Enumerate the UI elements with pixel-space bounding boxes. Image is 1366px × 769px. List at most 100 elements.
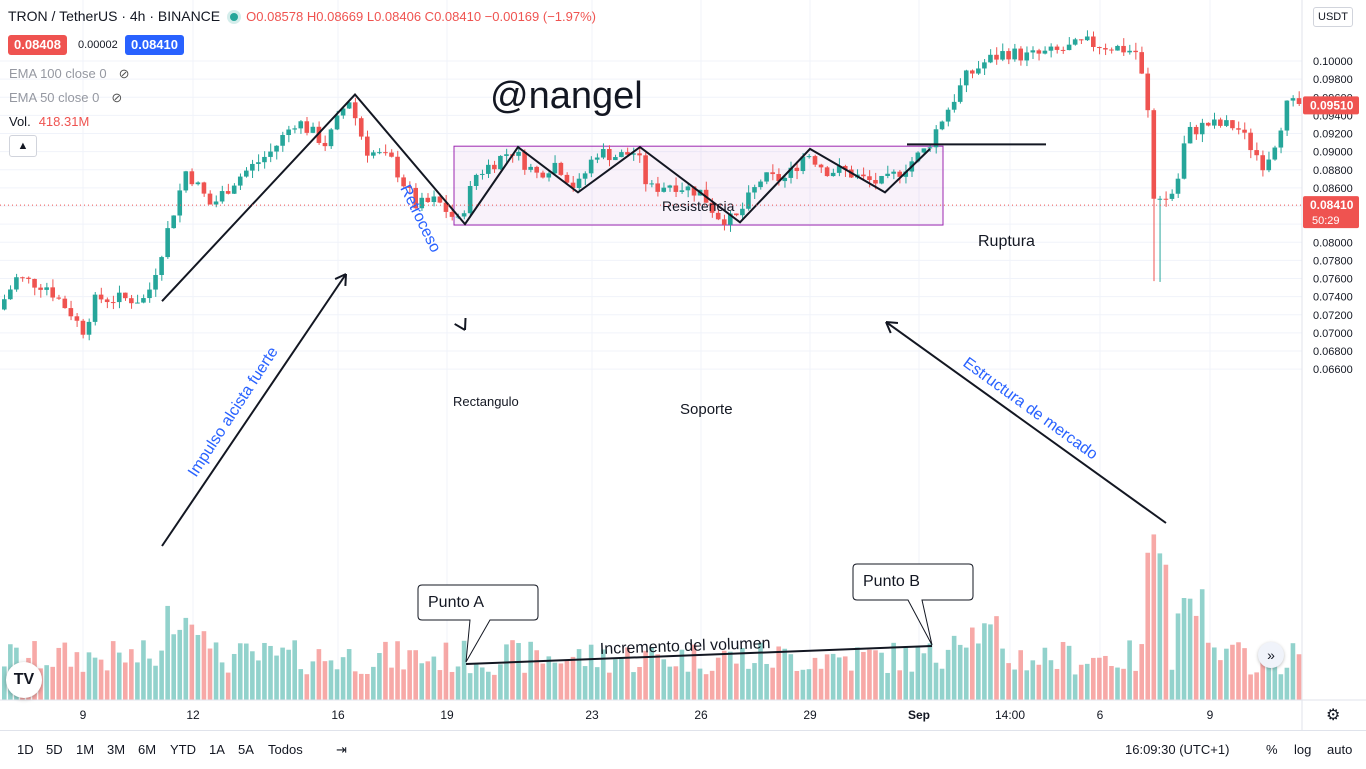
point-a-callout xyxy=(417,584,539,663)
candle-body xyxy=(643,155,648,185)
candle-body xyxy=(1260,155,1265,171)
volume-bar xyxy=(1248,674,1253,700)
candle-body xyxy=(231,185,237,194)
candle-body xyxy=(250,163,255,171)
range-todos[interactable]: Todos xyxy=(268,742,303,757)
collapse-legend-button[interactable]: ▲ xyxy=(9,135,37,157)
indicator-ema50[interactable]: EMA 50 close 0 ⊘ xyxy=(9,90,122,106)
volume-bar xyxy=(691,644,697,700)
range-1m[interactable]: 1M xyxy=(76,742,95,757)
price-tick-label: 0.07600 xyxy=(1313,274,1353,286)
volume-bar xyxy=(613,659,618,700)
volume-bar xyxy=(1272,657,1278,700)
tradingview-logo[interactable]: TV xyxy=(6,662,42,698)
volume-bar xyxy=(1193,615,1199,700)
volume-bar xyxy=(758,642,763,700)
price-tick-label: 0.09200 xyxy=(1313,129,1353,141)
eye-hidden-icon[interactable]: ⊘ xyxy=(111,90,123,105)
candle-body xyxy=(431,196,437,203)
candle-body xyxy=(600,149,606,158)
candle-body xyxy=(123,292,128,299)
candle-body xyxy=(685,186,691,191)
volume-bar xyxy=(1006,663,1011,700)
volume-bar xyxy=(237,643,243,700)
candle-body xyxy=(316,126,322,143)
watermark: @nangel xyxy=(490,75,643,117)
candle-body xyxy=(207,193,213,205)
volume-bar xyxy=(207,648,213,700)
volume-bar xyxy=(365,673,370,700)
volume-bar xyxy=(921,653,927,700)
volume-bar xyxy=(1042,647,1048,700)
candle-body xyxy=(1036,50,1042,54)
price-chart[interactable]: Punto A Punto B @nangel Impulso alcista fue… xyxy=(0,0,1366,730)
goto-date-icon[interactable]: ⇥ xyxy=(336,742,347,757)
volume-bar xyxy=(764,663,769,700)
sell-price-button[interactable]: 0.08408 xyxy=(8,35,67,55)
impulse-arrow xyxy=(161,273,347,547)
scroll-to-realtime-button[interactable]: » xyxy=(1258,642,1284,668)
volume-bar xyxy=(1296,654,1302,700)
candle-body xyxy=(637,153,642,156)
volume-bar xyxy=(1205,642,1211,700)
range-1d[interactable]: 1D xyxy=(17,742,34,757)
candle-body xyxy=(1121,45,1126,53)
volume-bar xyxy=(982,623,987,700)
volume-bar xyxy=(945,649,951,700)
candle-body xyxy=(32,278,37,288)
range-6m[interactable]: 6M xyxy=(138,742,157,757)
volume-bar xyxy=(1187,598,1193,700)
symbol-title[interactable]: TRON / TetherUS · 4h · BINANCE xyxy=(8,8,221,24)
candle-body xyxy=(842,165,848,170)
auto-button[interactable]: auto xyxy=(1327,742,1353,757)
candle-body xyxy=(92,294,98,322)
percent-button[interactable]: % xyxy=(1266,742,1278,757)
candle-body xyxy=(546,173,552,178)
volume-bar xyxy=(1266,643,1272,700)
volume-bar xyxy=(1242,648,1247,700)
volume-bar xyxy=(570,656,576,700)
volume-bar xyxy=(141,640,146,700)
candle-body xyxy=(352,102,358,119)
candle-body xyxy=(1139,52,1144,74)
price-tick-label: 0.07400 xyxy=(1313,292,1353,304)
clock[interactable]: 16:09:30 (UTC+1) xyxy=(1125,742,1230,757)
volume-bars xyxy=(2,534,1302,700)
log-button[interactable]: log xyxy=(1294,742,1312,757)
candle-body xyxy=(413,187,418,209)
candle-body xyxy=(1151,110,1157,199)
range-5d[interactable]: 5D xyxy=(46,742,63,757)
volume-bar xyxy=(479,667,485,700)
range-1a[interactable]: 1A xyxy=(209,742,225,757)
time-tick-label: 12 xyxy=(186,708,200,722)
volume-bar xyxy=(86,652,92,700)
currency-selector[interactable]: USDT xyxy=(1313,7,1353,27)
eye-hidden-icon[interactable]: ⊘ xyxy=(118,66,130,81)
volume-bar xyxy=(486,671,491,700)
range-3m[interactable]: 3M xyxy=(107,742,126,757)
volume-bar xyxy=(455,666,461,700)
volume-bar xyxy=(885,672,890,700)
candle-body xyxy=(891,171,896,174)
range-ytd[interactable]: YTD xyxy=(170,742,196,757)
range-5a[interactable]: 5A xyxy=(238,742,254,757)
candle-body xyxy=(437,196,443,203)
indicator-ema100[interactable]: EMA 100 close 0 ⊘ xyxy=(9,66,129,82)
volume-bar xyxy=(183,617,189,700)
candle-body xyxy=(770,172,775,175)
candle-body xyxy=(195,182,201,185)
candle-body xyxy=(661,187,667,192)
price-tick-label: 0.08600 xyxy=(1313,183,1353,195)
candle-body xyxy=(189,171,195,185)
candle-body xyxy=(322,142,328,147)
candle-body xyxy=(20,277,25,279)
volume-bar xyxy=(165,605,170,700)
candle-body xyxy=(746,192,751,209)
gear-icon[interactable]: ⚙ xyxy=(1326,707,1341,724)
price-tick-label: 0.06600 xyxy=(1313,364,1353,376)
candle-body xyxy=(1048,46,1054,51)
candle-body xyxy=(588,159,594,174)
current-price-tag-countdown: 50:29 xyxy=(1312,215,1340,227)
structure-label: Estructura de mercado xyxy=(960,354,1101,463)
buy-price-button[interactable]: 0.08410 xyxy=(125,35,184,55)
